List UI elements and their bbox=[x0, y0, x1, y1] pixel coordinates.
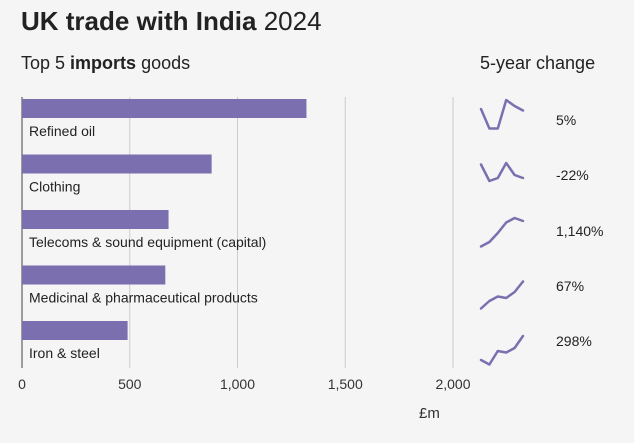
five-year-change-value: -22% bbox=[556, 167, 589, 183]
subtitle-prefix: Top 5 bbox=[21, 53, 71, 73]
bar-category-label: Clothing bbox=[29, 179, 80, 195]
bar-category-label: Refined oil bbox=[29, 123, 95, 139]
subtitle-bold: imports bbox=[70, 53, 137, 73]
sparkline bbox=[479, 216, 525, 248]
subtitle-suffix: goods bbox=[136, 53, 191, 73]
chart-title: UK trade with India 2024 bbox=[21, 6, 322, 37]
five-year-change-heading: 5-year change bbox=[480, 53, 596, 73]
x-tick-label: 0 bbox=[18, 376, 26, 392]
bar-category-label: Medicinal & pharmaceutical products bbox=[29, 290, 258, 306]
chart-title-bold: UK trade with India bbox=[21, 6, 257, 36]
sparkline bbox=[479, 161, 525, 183]
bar-category-label: Iron & steel bbox=[29, 345, 100, 361]
bar bbox=[22, 265, 166, 285]
sparkline bbox=[479, 98, 525, 130]
x-tick-label: 2,000 bbox=[435, 376, 470, 392]
chart-title-year: 2024 bbox=[256, 6, 322, 36]
five-year-change-value: 298% bbox=[556, 333, 592, 349]
bar-category-label: Telecoms & sound equipment (capital) bbox=[29, 234, 266, 250]
bar bbox=[22, 321, 128, 340]
five-year-change-value: 67% bbox=[556, 278, 584, 294]
chart-subtitle: Top 5 imports goods bbox=[21, 53, 190, 74]
x-tick-label: 1,000 bbox=[220, 376, 255, 392]
x-axis-unit-label: £m bbox=[419, 405, 440, 422]
x-tick-label: 1,500 bbox=[328, 376, 363, 392]
bar bbox=[22, 154, 212, 174]
five-year-change-value: 1,140% bbox=[556, 223, 603, 239]
five-year-change-value: 5% bbox=[556, 112, 576, 128]
sparkline bbox=[479, 280, 525, 310]
bar bbox=[22, 99, 307, 118]
sparkline bbox=[479, 334, 525, 366]
bar bbox=[22, 210, 169, 229]
x-tick-label: 500 bbox=[118, 376, 142, 392]
